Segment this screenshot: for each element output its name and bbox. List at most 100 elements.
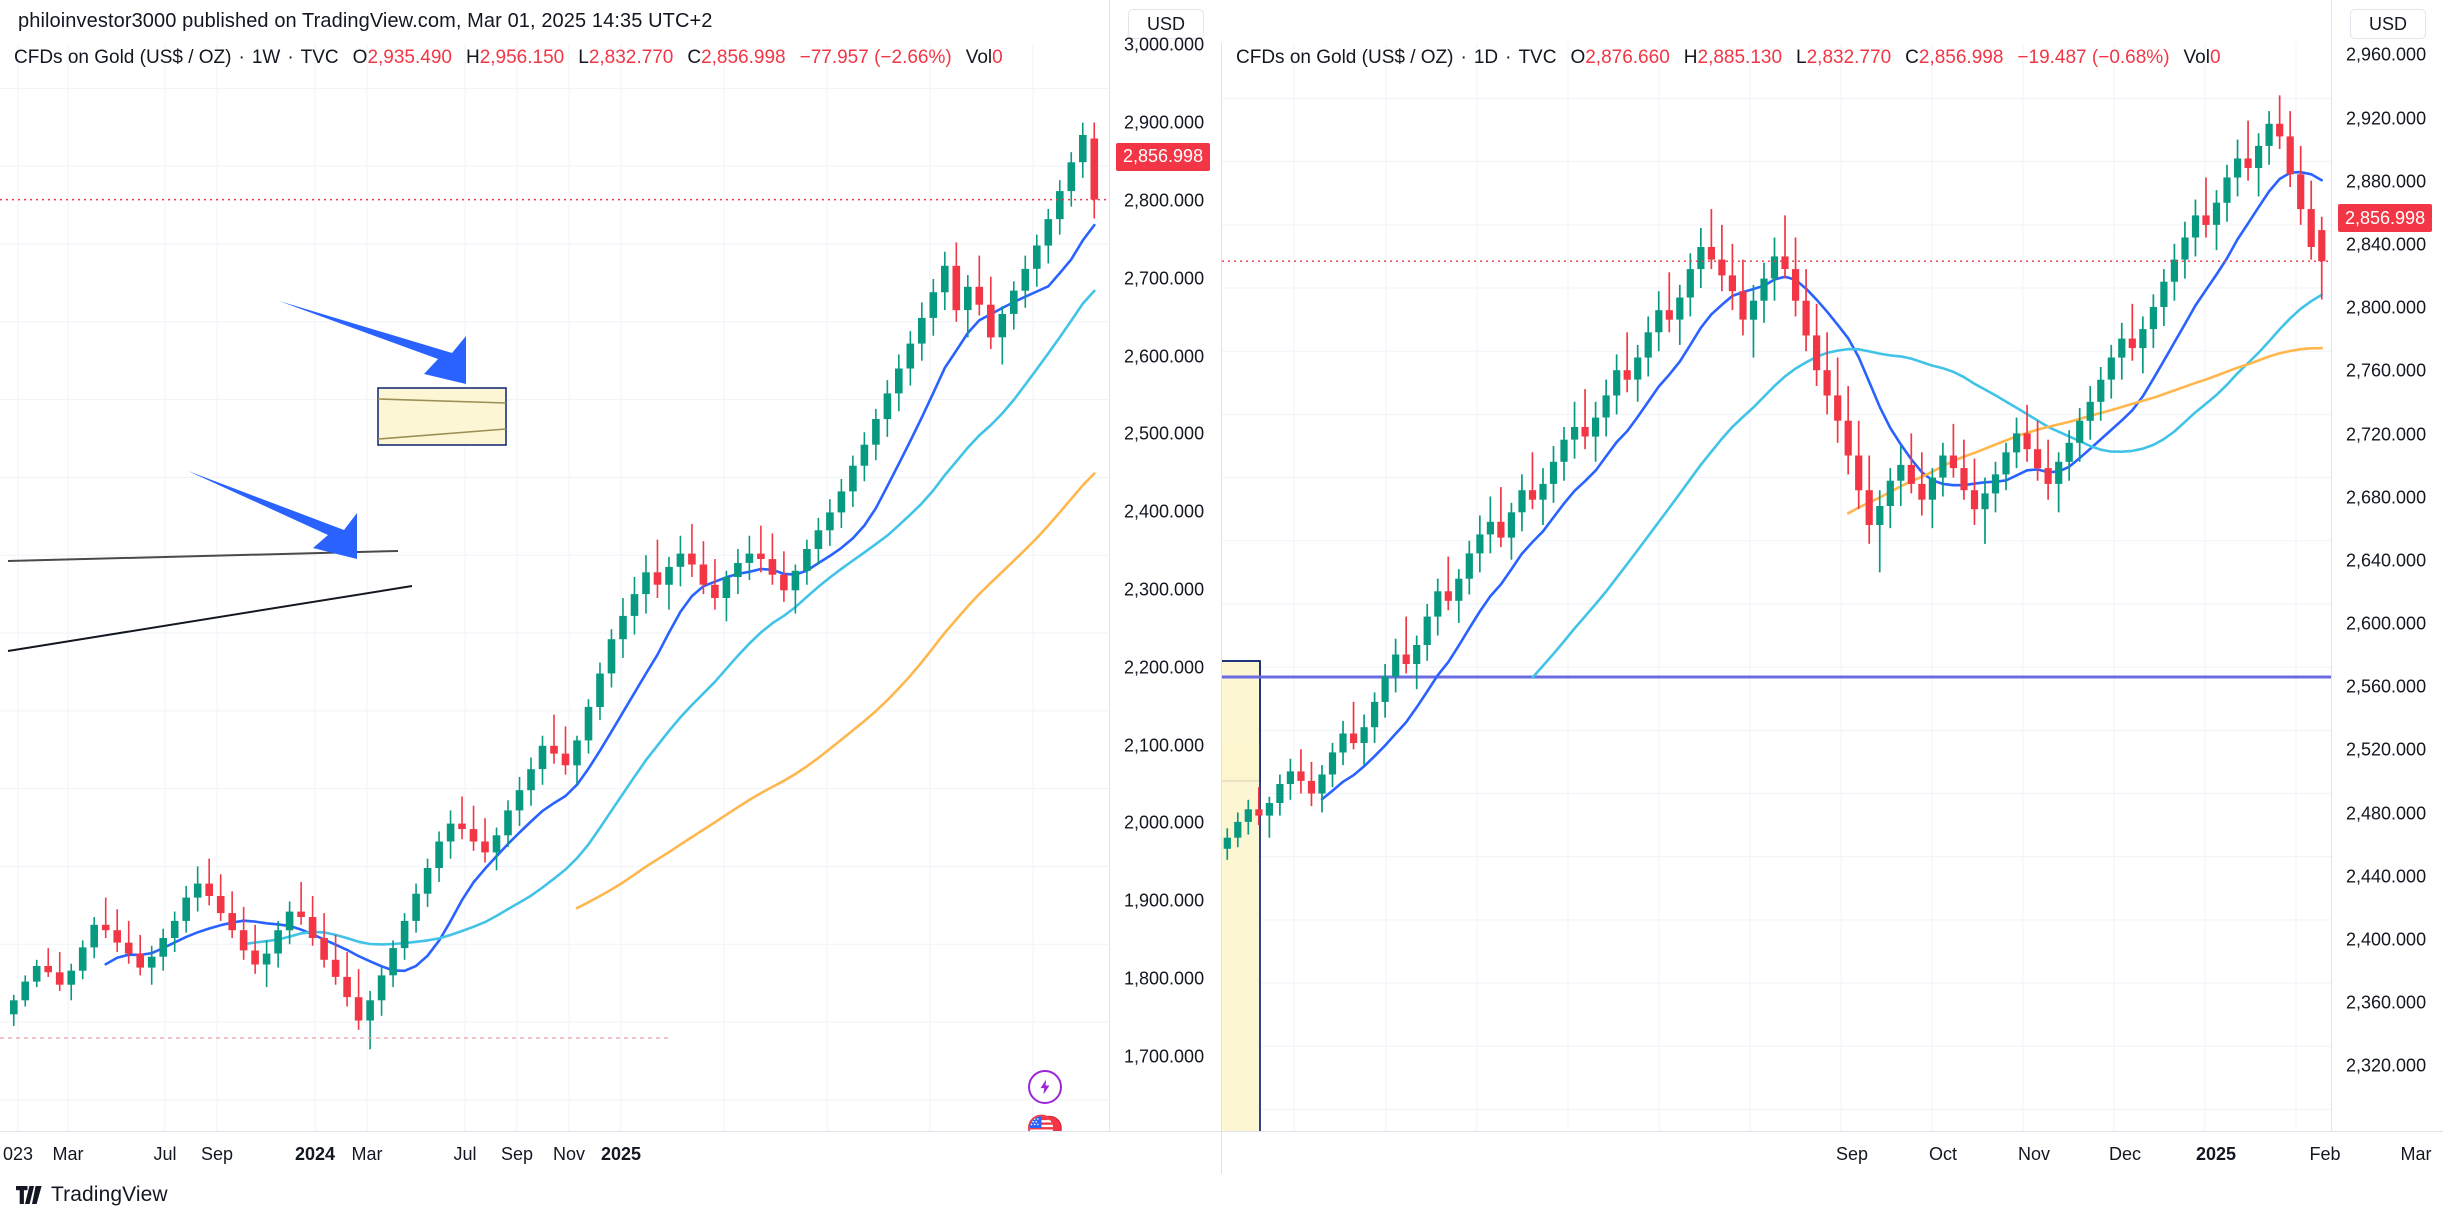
time-tick-label: Sep (200, 1144, 234, 1164)
price-tick-label: 2,960.000 (2346, 44, 2427, 65)
time-tick-label: Jul (453, 1144, 477, 1164)
current-price-tag[interactable]: 2,856.998 (2338, 204, 2433, 233)
time-tick-label: Mar (2400, 1144, 2432, 1164)
price-tick-label: 2,520.000 (2346, 739, 2427, 760)
legend-change: −19.487 (−0.68%) (2017, 47, 2170, 68)
legend-interval[interactable]: 1D (1473, 47, 1499, 68)
tradingview-wordmark: TradingView (51, 1183, 168, 1206)
price-tick-label: 1,800.000 (1124, 968, 1205, 989)
price-tick-label: 2,400.000 (1124, 501, 1205, 522)
legend-high-value: 2,956.150 (479, 47, 565, 68)
legend-low-value: 2,832.770 (1806, 47, 1892, 68)
time-tick-label: Sep (1835, 1144, 1869, 1164)
time-scale-daily[interactable]: Sep Oct Nov Dec 2025 Feb Mar (1221, 1131, 2443, 1174)
legend-volume-label: Vol (965, 47, 993, 68)
tradingview-logo-icon (16, 1186, 42, 1204)
weekly-chart-canvas[interactable] (0, 43, 1221, 1174)
time-tick-label: Nov (2017, 1144, 2051, 1164)
price-tick-label: 1,700.000 (1124, 1046, 1205, 1067)
legend-weekly[interactable]: CFDs on Gold (US$ / OZ) · 1W · TVC O 2,93… (0, 43, 1003, 73)
legend-low-label: L (578, 47, 589, 68)
price-tick-label: 2,300.000 (1124, 579, 1205, 600)
price-tick-label: 2,360.000 (2346, 992, 2427, 1013)
price-tick-label: 2,500.000 (1124, 423, 1205, 444)
legend-open-label: O (352, 47, 368, 68)
time-tick-label: 023 (2, 1144, 34, 1164)
time-tick-label: Mar (52, 1144, 84, 1164)
price-tick-label: 2,880.000 (2346, 171, 2427, 192)
legend-close-label: C (1905, 47, 1919, 68)
price-tick-label: 2,800.000 (1124, 190, 1205, 211)
arrow-breakout (279, 301, 466, 384)
currency-badge-daily[interactable]: USD (2350, 9, 2426, 39)
arrow-consolidation (188, 471, 357, 559)
price-tick-label: 3,000.000 (1124, 34, 1205, 55)
chart-pane-weekly[interactable]: CFDs on Gold (US$ / OZ) · 1W · TVC O 2,93… (0, 43, 1221, 1174)
legend-open-value: 2,876.660 (1585, 47, 1670, 68)
time-tick-label: 2024 (294, 1144, 336, 1164)
time-tick-label: 2025 (600, 1144, 642, 1164)
time-tick-label: Jul (153, 1144, 177, 1164)
price-tick-label: 2,920.000 (2346, 108, 2427, 129)
daily-chart-canvas[interactable] (1222, 43, 2443, 1174)
price-tick-label: 2,680.000 (2346, 487, 2427, 508)
legend-dot-2: · (287, 47, 294, 68)
legend-open-value: 2,935.490 (367, 47, 452, 68)
price-scale-daily[interactable]: USD 2,960.000 2,920.000 2,880.000 2,840.000… (2331, 0, 2443, 1131)
legend-close-label: C (687, 47, 702, 68)
legend-low-label: L (1796, 47, 1807, 68)
current-price-tag[interactable]: 2,856.998 (1116, 142, 1211, 171)
price-tick-label: 2,760.000 (2346, 360, 2427, 381)
time-tick-label: Sep (500, 1144, 534, 1164)
time-tick-label: Mar (351, 1144, 383, 1164)
boost-icon[interactable] (1028, 1070, 1062, 1104)
legend-close-value: 2,856.998 (1918, 47, 2004, 68)
price-tick-label: 2,720.000 (2346, 424, 2427, 445)
legend-high-label: H (1683, 47, 1698, 68)
footer: TradingView (0, 1174, 2443, 1216)
legend-high-value: 2,885.130 (1697, 47, 1783, 68)
price-tick-label: 2,800.000 (2346, 297, 2427, 318)
legend-dot-2: · (1505, 47, 1512, 68)
legend-daily[interactable]: CFDs on Gold (US$ / OZ) · 1D · TVC O 2,87… (1222, 43, 2221, 73)
legend-dot-1: · (1460, 47, 1467, 68)
price-tick-label: 2,400.000 (2346, 929, 2427, 950)
legend-symbol[interactable]: CFDs on Gold (US$ / OZ) (1236, 47, 1454, 68)
time-scale-weekly[interactable]: 023 Mar Jul Sep 2024 Mar Jul Sep Nov 2025 (0, 1131, 1221, 1174)
usd-flag-coin-glyph (1028, 1114, 1062, 1142)
legend-symbol[interactable]: CFDs on Gold (US$ / OZ) (14, 47, 232, 68)
price-scale-weekly[interactable]: USD 3,000.000 2,900.000 2,800.000 2,700.000… (1109, 0, 1221, 1131)
legend-volume-value: 0 (992, 47, 1003, 68)
price-tick-label: 2,440.000 (2346, 866, 2427, 887)
legend-change: −77.957 (−2.66%) (799, 47, 952, 68)
legend-open-label: O (1570, 47, 1586, 68)
price-tick-label: 2,100.000 (1124, 735, 1205, 756)
usd-coin-icon[interactable] (1028, 1111, 1062, 1145)
price-tick-label: 2,560.000 (2346, 676, 2427, 697)
price-tick-label: 2,900.000 (1124, 112, 1205, 133)
currency-badge-weekly[interactable]: USD (1128, 9, 1204, 39)
legend-exchange: TVC (300, 47, 339, 68)
price-tick-label: 2,840.000 (2346, 234, 2427, 255)
chart-pane-daily[interactable]: CFDs on Gold (US$ / OZ) · 1D · TVC O 2,87… (1221, 43, 2443, 1174)
price-tick-label: 1,900.000 (1124, 890, 1205, 911)
time-tick-label: Dec (2108, 1144, 2142, 1164)
price-tick-label: 2,200.000 (1124, 657, 1205, 678)
price-tick-label: 2,700.000 (1124, 268, 1205, 289)
time-tick-label: Feb (2309, 1144, 2341, 1164)
legend-interval[interactable]: 1W (251, 47, 281, 68)
publish-text: philoinvestor3000 published on TradingVi… (18, 10, 713, 32)
price-tick-label: 2,320.000 (2346, 1055, 2427, 1076)
time-tick-label: 2025 (2195, 1144, 2237, 1164)
legend-volume-value: 0 (2209, 47, 2221, 68)
legend-high-label: H (465, 47, 480, 68)
legend-volume-label: Vol (2183, 47, 2210, 68)
price-tick-label: 2,640.000 (2346, 550, 2427, 571)
time-tick-label: Nov (552, 1144, 586, 1164)
price-tick-label: 2,480.000 (2346, 803, 2427, 824)
legend-dot-1: · (238, 47, 245, 68)
price-tick-label: 2,600.000 (1124, 346, 1205, 367)
legend-low-value: 2,832.770 (588, 47, 674, 68)
publish-bar: philoinvestor3000 published on TradingVi… (0, 0, 2443, 43)
price-tick-label: 2,600.000 (2346, 613, 2427, 634)
